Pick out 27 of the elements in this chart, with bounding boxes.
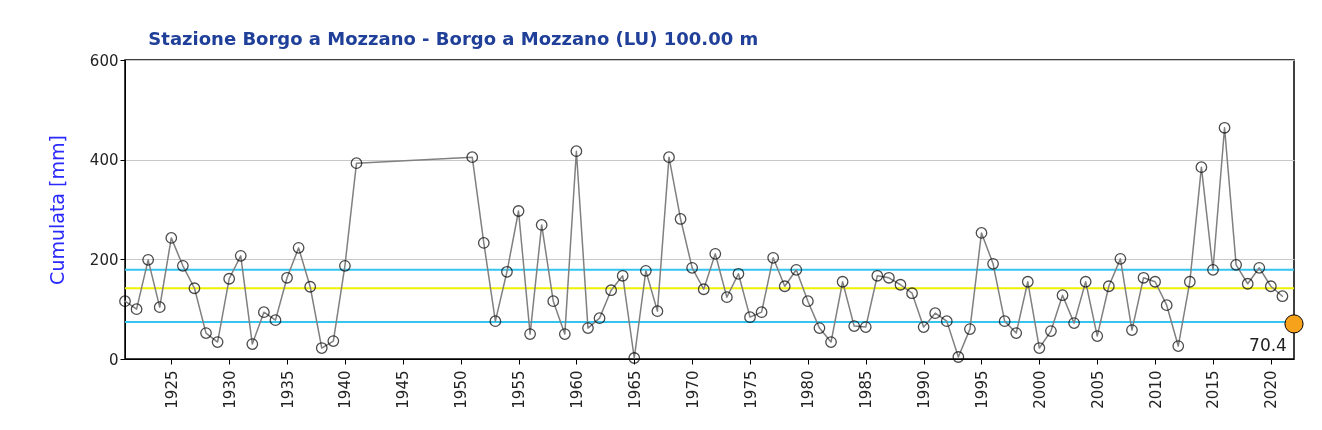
x-tick-label: 1945 xyxy=(394,370,413,409)
x-tick-label: 1980 xyxy=(799,370,818,409)
x-tick-label: 1965 xyxy=(625,370,644,409)
y-tick-label: 200 xyxy=(89,250,119,269)
x-tick-label: 2015 xyxy=(1204,370,1223,409)
chart-title: Stazione Borgo a Mozzano - Borgo a Mozzano (LU) 100.00 m xyxy=(148,28,759,49)
x-tick-label: 2000 xyxy=(1030,370,1049,409)
x-tick-label: 2010 xyxy=(1146,370,1165,409)
y-tick-label: 400 xyxy=(89,151,119,170)
x-tick-label: 1970 xyxy=(683,370,702,409)
data-label: 70.4 xyxy=(1249,334,1287,355)
x-tick-label: 2005 xyxy=(1088,370,1107,409)
x-tick-label: 1935 xyxy=(278,370,297,409)
y-tick-label: 0 xyxy=(108,350,119,369)
x-tick-label: 1940 xyxy=(336,370,355,409)
x-tick-label: 1930 xyxy=(220,370,239,409)
x-tick-label: 1995 xyxy=(973,370,991,409)
x-tick-label: 1975 xyxy=(741,370,760,409)
x-tick-label: 1955 xyxy=(510,370,529,409)
y-tick-label: 600 xyxy=(89,51,119,70)
x-tick-label: 1990 xyxy=(915,370,934,409)
y-axis-title: Cumulata [mm] xyxy=(45,135,68,285)
x-tick-label: 1985 xyxy=(857,370,876,409)
x-tick-label: 1950 xyxy=(452,370,471,409)
x-tick-label: 2020 xyxy=(1262,370,1281,409)
x-tick-label: 1925 xyxy=(162,370,181,409)
x-tick-label: 1960 xyxy=(567,370,586,409)
